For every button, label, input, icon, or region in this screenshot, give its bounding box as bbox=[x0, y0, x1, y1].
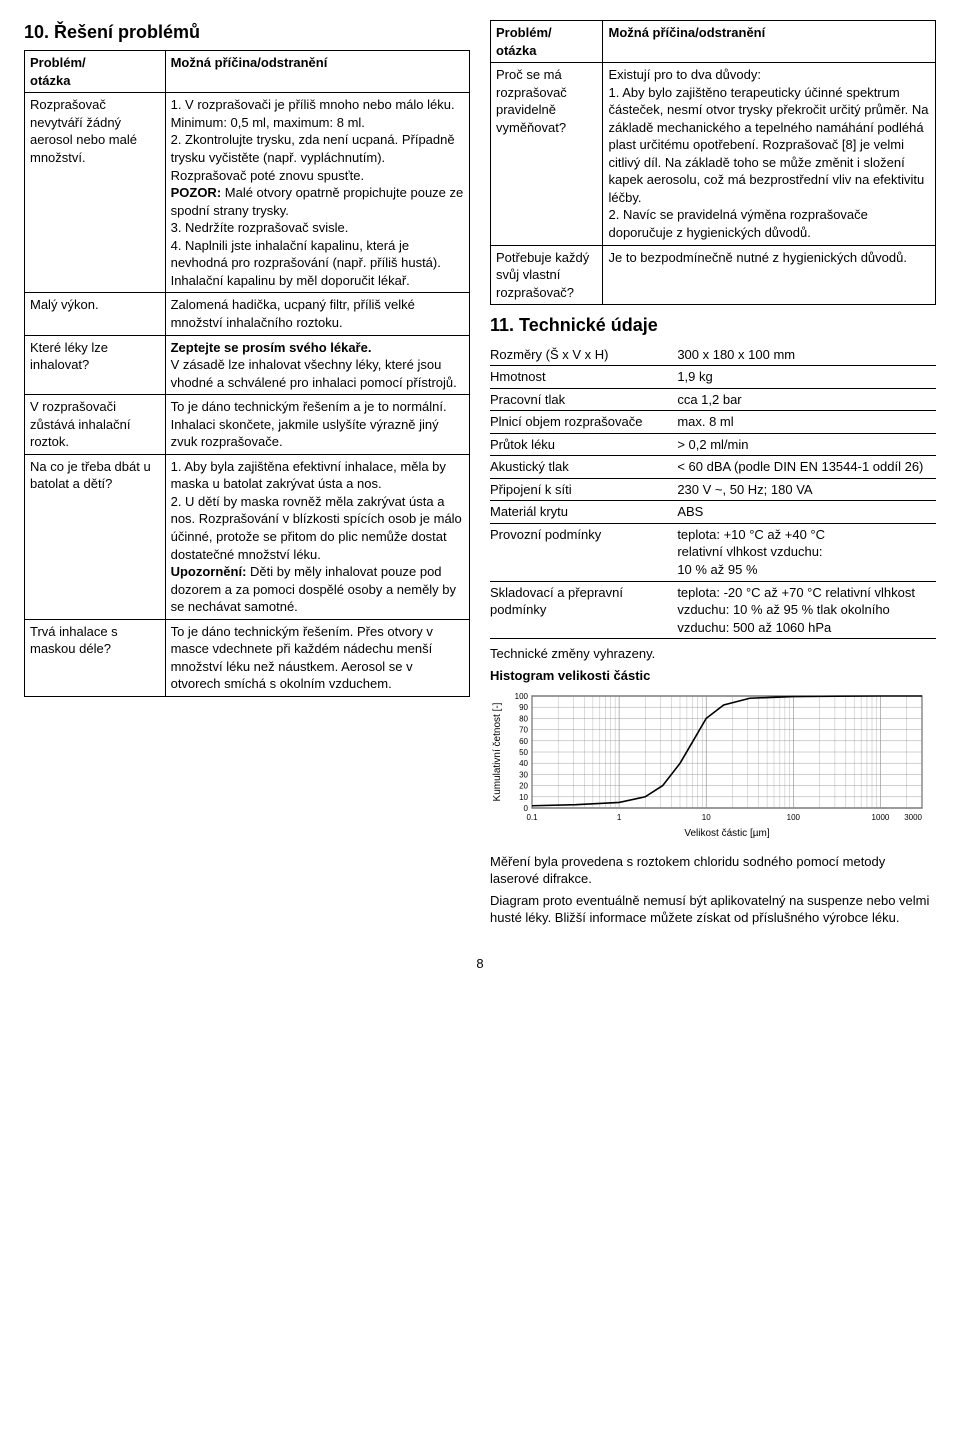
svg-text:0: 0 bbox=[524, 804, 529, 813]
svg-text:80: 80 bbox=[519, 715, 528, 724]
spec-value: 300 x 180 x 100 mm bbox=[677, 344, 936, 366]
spec-label: Rozměry (Š x V x H) bbox=[490, 344, 677, 366]
svg-text:10: 10 bbox=[519, 793, 528, 802]
spec-value: cca 1,2 bar bbox=[677, 388, 936, 411]
spec-label: Hmotnost bbox=[490, 366, 677, 389]
svg-text:20: 20 bbox=[519, 782, 528, 791]
spec-label: Průtok léku bbox=[490, 433, 677, 456]
svg-text:60: 60 bbox=[519, 737, 528, 746]
svg-text:40: 40 bbox=[519, 759, 528, 768]
svg-text:0.1: 0.1 bbox=[526, 813, 538, 822]
chart-title: Histogram velikosti částic bbox=[490, 667, 936, 685]
spec-value: 230 V ~, 50 Hz; 180 VA bbox=[677, 478, 936, 501]
spec-value: 1,9 kg bbox=[677, 366, 936, 389]
spec-value: ABS bbox=[677, 501, 936, 524]
table-cell-cause: Je to bezpodmínečně nutné z hygienických… bbox=[603, 245, 936, 305]
th-problem: Problém/otázka bbox=[25, 51, 166, 93]
table-cell-cause: 1. V rozprašovači je příliš mnoho nebo m… bbox=[165, 93, 469, 293]
svg-text:100: 100 bbox=[515, 692, 529, 701]
spec-value: teplota: -20 °C až +70 °C relativní vlhk… bbox=[677, 581, 936, 639]
table-cell-cause: Existují pro to dva důvody:1. Aby bylo z… bbox=[603, 63, 936, 245]
table-cell-problem: Rozprašovač nevytváří žádný aerosol nebo… bbox=[25, 93, 166, 293]
chart-footnotes: Měření byla provedena s roztokem chlorid… bbox=[490, 853, 936, 927]
svg-text:70: 70 bbox=[519, 726, 528, 735]
spec-value: > 0,2 ml/min bbox=[677, 433, 936, 456]
spec-label: Provozní podmínky bbox=[490, 523, 677, 581]
svg-text:Velikost částic [µm]: Velikost částic [µm] bbox=[684, 828, 769, 839]
table-cell-problem: Trvá inhalace s maskou déle? bbox=[25, 619, 166, 696]
spec-label: Pracovní tlak bbox=[490, 388, 677, 411]
table-cell-problem: Malý výkon. bbox=[25, 293, 166, 335]
svg-text:1: 1 bbox=[617, 813, 622, 822]
svg-text:90: 90 bbox=[519, 703, 528, 712]
section-11-title: 11. Technické údaje bbox=[490, 313, 936, 337]
svg-text:Kumulativní četnost [-]: Kumulativní četnost [-] bbox=[492, 703, 503, 802]
specs-table: Rozměry (Š x V x H)300 x 180 x 100 mmHmo… bbox=[490, 344, 936, 640]
svg-text:30: 30 bbox=[519, 771, 528, 780]
svg-text:1000: 1000 bbox=[872, 813, 890, 822]
table-cell-cause: Zeptejte se prosím svého lékaře.V zásadě… bbox=[165, 335, 469, 395]
spec-label: Akustický tlak bbox=[490, 456, 677, 479]
svg-text:50: 50 bbox=[519, 748, 528, 757]
svg-text:100: 100 bbox=[787, 813, 801, 822]
section-10-title: 10. Řešení problémů bbox=[24, 20, 470, 44]
particle-histogram-chart: 010203040506070809010011010010000.13000V… bbox=[490, 690, 936, 845]
chart-footnote-text: Diagram proto eventuálně nemusí být apli… bbox=[490, 892, 936, 927]
troubleshoot-table-left: Problém/otázka Možná příčina/odstranění … bbox=[24, 50, 470, 697]
th-cause-r: Možná příčina/odstranění bbox=[603, 21, 936, 63]
svg-text:10: 10 bbox=[702, 813, 711, 822]
table-cell-cause: 1. Aby byla zajištěna efektivní inhalace… bbox=[165, 454, 469, 619]
chart-footnote-text: Měření byla provedena s roztokem chlorid… bbox=[490, 853, 936, 888]
spec-label: Materiál krytu bbox=[490, 501, 677, 524]
table-cell-problem: Proč se má rozprašovač pravidelně vyměňo… bbox=[491, 63, 603, 245]
spec-label: Připojení k síti bbox=[490, 478, 677, 501]
table-cell-problem: Na co je třeba dbát u batolat a dětí? bbox=[25, 454, 166, 619]
table-cell-cause: To je dáno technickým řešením. Přes otvo… bbox=[165, 619, 469, 696]
th-problem-r: Problém/otázka bbox=[491, 21, 603, 63]
table-cell-cause: Zalomená hadička, ucpaný filtr, příliš v… bbox=[165, 293, 469, 335]
table-cell-problem: Které léky lze inhalovat? bbox=[25, 335, 166, 395]
table-cell-problem: Potřebuje každý svůj vlastní rozprašovač… bbox=[491, 245, 603, 305]
spec-value: teplota: +10 °C až +40 °Crelativní vlhko… bbox=[677, 523, 936, 581]
tech-note: Technické změny vyhrazeny. bbox=[490, 645, 936, 663]
spec-label: Plnicí objem rozprašovače bbox=[490, 411, 677, 434]
table-cell-cause: To je dáno technickým řešením a je to no… bbox=[165, 395, 469, 455]
troubleshoot-table-right: Problém/otázka Možná příčina/odstranění … bbox=[490, 20, 936, 305]
page-number: 8 bbox=[24, 955, 936, 973]
svg-text:3000: 3000 bbox=[904, 813, 922, 822]
spec-value: < 60 dBA (podle DIN EN 13544-1 oddíl 26) bbox=[677, 456, 936, 479]
th-cause: Možná příčina/odstranění bbox=[165, 51, 469, 93]
spec-label: Skladovací a přepravní podmínky bbox=[490, 581, 677, 639]
spec-value: max. 8 ml bbox=[677, 411, 936, 434]
table-cell-problem: V rozprašovači zůstává inhalační roztok. bbox=[25, 395, 166, 455]
